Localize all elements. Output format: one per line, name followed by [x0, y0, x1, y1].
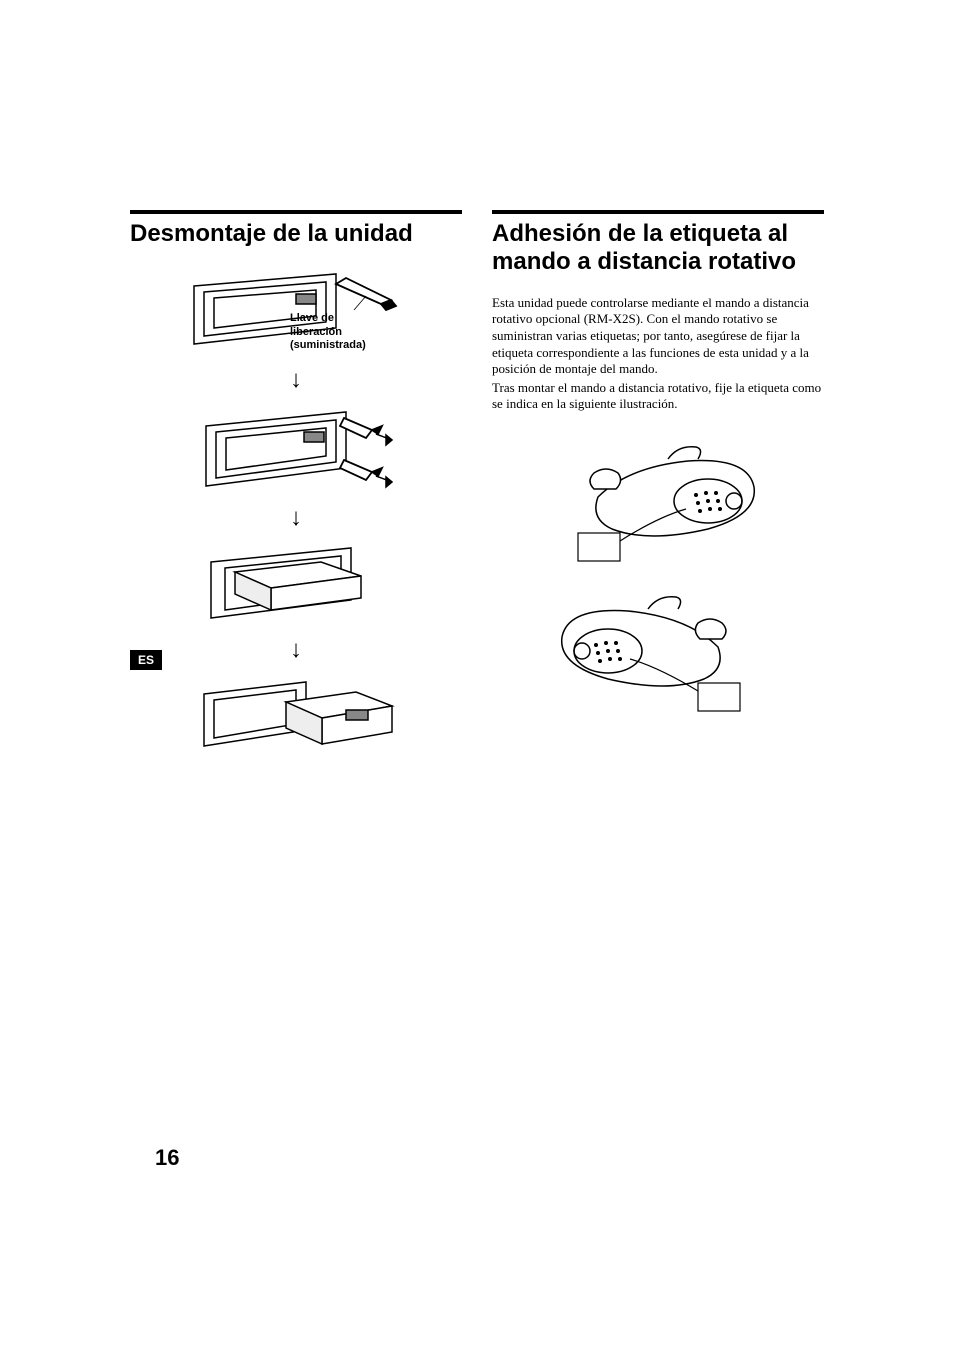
rotary-commander-bottom	[492, 577, 824, 717]
caption-line: Llave de	[290, 312, 366, 325]
paragraph: Tras montar el mando a distancia rotativ…	[492, 380, 824, 413]
paragraph: Esta unidad puede controlarse mediante e…	[492, 295, 824, 378]
language-tab: ES	[130, 650, 162, 670]
car-stereo-removed-icon	[196, 674, 396, 764]
rotary-commander-top	[492, 437, 824, 567]
section-rule	[492, 210, 824, 214]
section-rule	[130, 210, 462, 214]
column-right: Adhesión de la etiqueta al mando a dista…	[492, 210, 824, 774]
rotary-commander-label-top-icon	[548, 437, 768, 567]
arrow-down-icon: ↓	[130, 504, 462, 532]
car-stereo-keys-inserted-icon	[196, 404, 396, 494]
car-stereo-sliding-out-icon	[201, 542, 391, 626]
section-title-right: Adhesión de la etiqueta al mando a dista…	[492, 220, 824, 277]
page-number: 16	[155, 1145, 179, 1171]
arrow-down-icon: ↓	[130, 636, 462, 664]
section-title-left: Desmontaje de la unidad	[130, 220, 462, 248]
rotary-commander-label-bottom-icon	[548, 577, 768, 717]
illustration-step1: Llave de liberación (suministrada)	[130, 266, 462, 356]
arrow-down-icon: ↓	[130, 366, 462, 394]
caption-line: (suministrada)	[290, 339, 366, 352]
illustration-step2	[130, 404, 462, 494]
illustration-step3	[130, 542, 462, 626]
caption-line: liberación	[290, 326, 366, 339]
release-key-caption: Llave de liberación (suministrada)	[290, 312, 366, 352]
illustration-step4	[130, 674, 462, 764]
column-left: Desmontaje de la unidad	[130, 210, 462, 774]
